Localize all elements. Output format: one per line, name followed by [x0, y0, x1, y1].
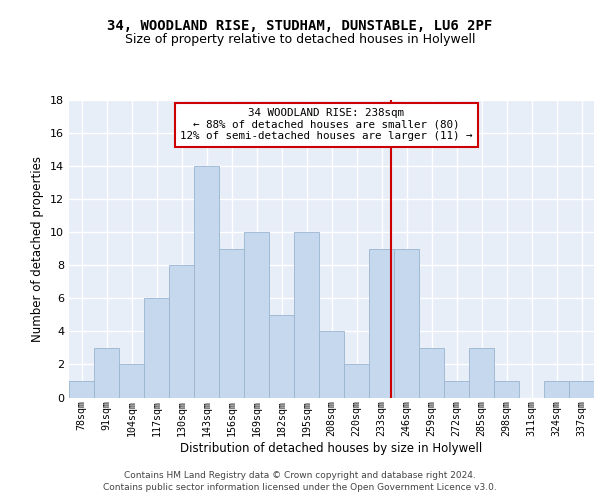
Text: Contains public sector information licensed under the Open Government Licence v3: Contains public sector information licen…	[103, 482, 497, 492]
Y-axis label: Number of detached properties: Number of detached properties	[31, 156, 44, 342]
Bar	[544, 381, 569, 398]
Bar	[295, 232, 319, 398]
Bar	[370, 249, 394, 398]
Bar	[494, 381, 518, 398]
Bar	[119, 364, 143, 398]
Bar	[419, 348, 443, 398]
Bar	[70, 381, 94, 398]
Text: 34 WOODLAND RISE: 238sqm
← 88% of detached houses are smaller (80)
12% of semi-d: 34 WOODLAND RISE: 238sqm ← 88% of detach…	[180, 108, 473, 142]
Bar	[145, 298, 169, 398]
Bar	[319, 332, 344, 398]
X-axis label: Distribution of detached houses by size in Holywell: Distribution of detached houses by size …	[181, 442, 482, 455]
Bar	[94, 348, 119, 398]
Bar	[344, 364, 368, 398]
Bar	[394, 249, 419, 398]
Bar	[269, 315, 293, 398]
Bar	[194, 166, 218, 398]
Text: Size of property relative to detached houses in Holywell: Size of property relative to detached ho…	[125, 32, 475, 46]
Text: Contains HM Land Registry data © Crown copyright and database right 2024.: Contains HM Land Registry data © Crown c…	[124, 472, 476, 480]
Text: 34, WOODLAND RISE, STUDHAM, DUNSTABLE, LU6 2PF: 34, WOODLAND RISE, STUDHAM, DUNSTABLE, L…	[107, 20, 493, 34]
Bar	[469, 348, 494, 398]
Bar	[569, 381, 593, 398]
Bar	[220, 249, 244, 398]
Bar	[445, 381, 469, 398]
Bar	[169, 266, 194, 398]
Bar	[244, 232, 269, 398]
